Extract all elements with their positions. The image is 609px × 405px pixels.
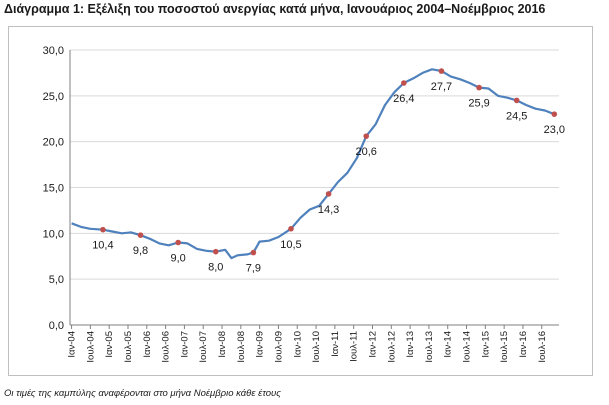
- data-point: [401, 80, 407, 86]
- data-label: 9,8: [133, 245, 148, 257]
- y-tick-label: 0,0: [49, 320, 64, 332]
- data-label: 27,7: [431, 81, 452, 93]
- x-tick-label: Ιουλ-14: [462, 331, 473, 363]
- data-label: 23,0: [544, 124, 565, 136]
- data-point: [175, 239, 181, 246]
- data-label: 14,3: [318, 204, 339, 216]
- data-label: 10,4: [92, 240, 113, 252]
- y-tick-label: 30,0: [43, 45, 64, 57]
- data-point: [325, 191, 332, 197]
- x-tick-label: Ιαν-08: [217, 331, 228, 358]
- data-point: [212, 248, 219, 255]
- x-tick-label: Ιαν-06: [142, 331, 153, 358]
- x-tick-label: Ιουλ-11: [349, 331, 360, 362]
- data-point: [513, 97, 520, 104]
- data-point: [551, 111, 558, 117]
- data-point: [250, 249, 257, 256]
- y-tick-label: 20,0: [43, 137, 64, 149]
- data-label: 8,0: [208, 262, 223, 274]
- x-tick-label: Ιουλ-10: [311, 331, 322, 363]
- data-point: [288, 225, 294, 232]
- x-tick-label: Ιαν-12: [367, 331, 378, 358]
- chart-note: Οι τιμές της καμπύλης αναφέρονται στο μή…: [4, 388, 281, 399]
- x-tick-label: Ιαν-13: [405, 331, 416, 358]
- data-label: 24,5: [506, 110, 527, 122]
- x-tick-label: Ιαν-11: [330, 331, 341, 357]
- x-tick-label: Ιαν-09: [255, 331, 266, 358]
- data-point: [476, 84, 482, 91]
- x-tick-label: Ιαν-14: [443, 331, 454, 358]
- x-tick-label: Ιουλ-08: [236, 331, 247, 363]
- x-tick-label: Ιαν-15: [480, 331, 491, 358]
- data-point: [137, 232, 144, 238]
- data-point: [438, 68, 445, 74]
- data-label: 10,5: [280, 239, 301, 251]
- chart-title: Διάγραμμα 1: Εξέλιξη του ποσοστού ανεργί…: [4, 2, 546, 16]
- data-label: 9,0: [170, 253, 185, 265]
- y-tick-label: 5,0: [49, 274, 64, 286]
- x-tick-label: Ιαν-16: [518, 331, 529, 358]
- x-tick-label: Ιουλ-05: [123, 331, 134, 363]
- x-tick-label: Ιαν-05: [104, 331, 115, 358]
- data-label: 25,9: [468, 98, 489, 110]
- x-tick-label: Ιουλ-12: [386, 331, 397, 363]
- x-tick-label: Ιουλ-16: [537, 331, 548, 363]
- x-tick-label: Ιαν-07: [179, 331, 190, 358]
- chart-frame: [8, 26, 593, 376]
- data-point: [100, 226, 106, 233]
- data-label: 20,6: [356, 146, 377, 158]
- data-point: [363, 133, 370, 139]
- x-tick-label: Ιαν-10: [292, 331, 303, 358]
- data-label: 26,4: [393, 93, 414, 105]
- y-tick-label: 25,0: [43, 91, 64, 103]
- series-line: [71, 68, 555, 260]
- y-tick-label: 10,0: [43, 228, 64, 240]
- x-tick-label: Ιουλ-04: [85, 331, 96, 363]
- x-tick-label: Ιουλ-15: [499, 331, 510, 363]
- x-tick-label: Ιουλ-06: [161, 331, 172, 363]
- x-tick-label: Ιαν-04: [67, 331, 78, 358]
- x-tick-label: Ιουλ-09: [273, 331, 284, 363]
- data-label: 7,9: [246, 263, 261, 275]
- x-tick-label: Ιουλ-07: [198, 331, 209, 363]
- y-tick-label: 15,0: [43, 183, 64, 195]
- x-tick-label: Ιουλ-13: [424, 331, 435, 363]
